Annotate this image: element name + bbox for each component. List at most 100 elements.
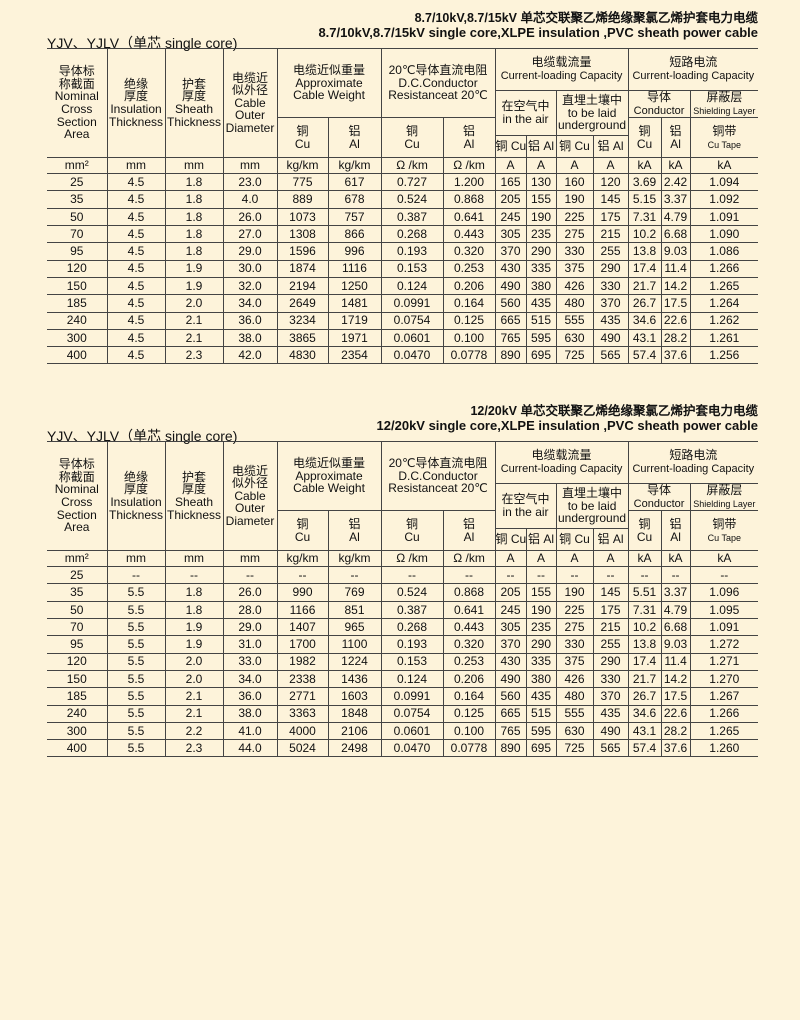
table-cell: 889 — [276, 190, 329, 209]
table-cell: 13.8 — [627, 242, 662, 261]
table-cell: 335 — [525, 260, 557, 278]
header-text: 称截面 — [58, 76, 95, 91]
table-cell: 17.5 — [660, 294, 691, 313]
unit-cell: kA — [627, 550, 662, 568]
header-text: Area — [64, 127, 90, 142]
header-conductor: 导体 Conductor — [627, 90, 691, 119]
header-text: 20℃导体直流电阻 — [388, 456, 488, 471]
header-text: to be laid — [567, 498, 617, 513]
unit-cell: mm — [106, 550, 166, 568]
header-text: Nominal — [54, 482, 99, 497]
header-text: to be laid — [567, 105, 617, 120]
table-cell: 34.0 — [222, 670, 278, 689]
table-cell: 1.267 — [689, 687, 759, 706]
header-text: 20℃导体直流电阻 — [388, 63, 488, 78]
table-cell: 4000 — [276, 722, 329, 741]
header-text: Al — [463, 529, 475, 544]
header-text: 铝 — [463, 124, 476, 139]
table-cell: 0.443 — [442, 618, 496, 637]
header-text: Sheath — [174, 495, 214, 510]
table-cell: 0.100 — [442, 722, 496, 741]
unit-cell: kA — [689, 157, 759, 175]
table-cell: 0.153 — [380, 653, 444, 671]
table-cell: 2194 — [276, 277, 329, 296]
table-cell: -- — [442, 566, 496, 585]
header-cond-al: 铝 Al — [660, 117, 691, 159]
table-cell: 235 — [525, 225, 557, 244]
table-cell: 0.868 — [442, 190, 496, 209]
table-cell: 17.5 — [660, 687, 691, 706]
header-text: 直埋土壤中 — [562, 93, 623, 108]
table-cell: 0.641 — [442, 601, 496, 620]
table-cell: 2.1 — [164, 705, 224, 723]
header-text: Thickness — [166, 507, 222, 522]
table-cell: 0.268 — [380, 618, 444, 637]
table-cell: 0.727 — [380, 173, 444, 192]
table-cell: 70 — [47, 618, 108, 637]
table-cell: 5.5 — [106, 618, 166, 637]
table-cell: 305 — [494, 225, 527, 244]
unit-cell: A — [494, 157, 527, 175]
table-cell: 725 — [555, 739, 594, 758]
unit-cell: kA — [689, 550, 759, 568]
table-cell: -- — [689, 566, 759, 585]
unit-cell: A — [525, 157, 557, 175]
table-cell: 7.31 — [627, 601, 662, 620]
table-row: 25 -- -- -- -- -- -- -- -- -- -- -- -- -- -- — [47, 566, 759, 585]
table-cell: 4.5 — [106, 190, 166, 209]
table-cell: 21.7 — [627, 670, 662, 689]
table-cell: 0.387 — [380, 208, 444, 227]
table-cell: 2.3 — [164, 739, 224, 758]
header-shielding: 屏蔽层 Shielding Layer — [689, 483, 759, 512]
table-cell: 37.6 — [660, 739, 691, 758]
table-cell: 145 — [592, 190, 629, 209]
table-cell: 4.5 — [106, 242, 166, 261]
unit-cell: A — [555, 157, 594, 175]
header-underground: 直埋土壤中 to be laid underground — [555, 483, 629, 530]
header-text: Cu — [404, 529, 420, 544]
table-cell: 41.0 — [222, 722, 278, 741]
table-cell: 1.265 — [689, 277, 759, 296]
table-cell: 555 — [555, 705, 594, 723]
table-cell: 4.5 — [106, 277, 166, 296]
header-text: Outer — [234, 501, 265, 516]
header-text: Current-loading Capacity — [632, 463, 755, 476]
table-cell: 1.265 — [689, 722, 759, 741]
table-cell: 678 — [327, 190, 382, 209]
table-cell: 31.0 — [222, 635, 278, 654]
table-cell: 1.262 — [689, 312, 759, 330]
header-insulation: 绝缘 厚度 Insulation Thickness — [106, 440, 166, 552]
table-cell: 190 — [555, 583, 594, 602]
table-cell: 765 — [494, 329, 527, 348]
table-cell: 890 — [494, 346, 527, 365]
table-cell: 2.3 — [164, 346, 224, 365]
header-text: 铜 — [296, 124, 309, 139]
header-weight: 电缆近似重量 Approximate Cable Weight — [276, 440, 382, 512]
table-cell: 5.5 — [106, 653, 166, 671]
header-cu-tape: 铜带 Cu Tape — [689, 510, 759, 552]
table-row: 150 4.5 1.9 32.0 2194 1250 0.124 0.206 490 380 426… — [47, 277, 759, 296]
table-cell: 275 — [555, 618, 594, 637]
table-cell: 245 — [494, 601, 527, 620]
table-cell: 5.5 — [106, 705, 166, 723]
table-cell: 560 — [494, 687, 527, 706]
table-cell: 490 — [592, 329, 629, 348]
table-cell: 150 — [47, 277, 108, 296]
unit-cell: kg/km — [276, 157, 329, 175]
header-text: 电缆载流量 — [531, 448, 592, 463]
header-text: Cable — [234, 488, 266, 503]
table-cell: 1.266 — [689, 705, 759, 723]
table-cell: 1.096 — [689, 583, 759, 602]
table-cell: 4.5 — [106, 173, 166, 192]
table-cell: 435 — [592, 705, 629, 723]
table-cell: 0.153 — [380, 260, 444, 278]
table-cell: 0.0778 — [442, 346, 496, 365]
model-label: YJV、YJLV（单芯 single core) — [47, 35, 238, 51]
table-cell: 695 — [525, 739, 557, 758]
table-cell: 29.0 — [222, 242, 278, 261]
table-cell: 50 — [47, 208, 108, 227]
table-cell: 9.03 — [660, 635, 691, 654]
table-cell: 1.8 — [164, 190, 224, 209]
header-text: 铝 — [463, 517, 476, 532]
